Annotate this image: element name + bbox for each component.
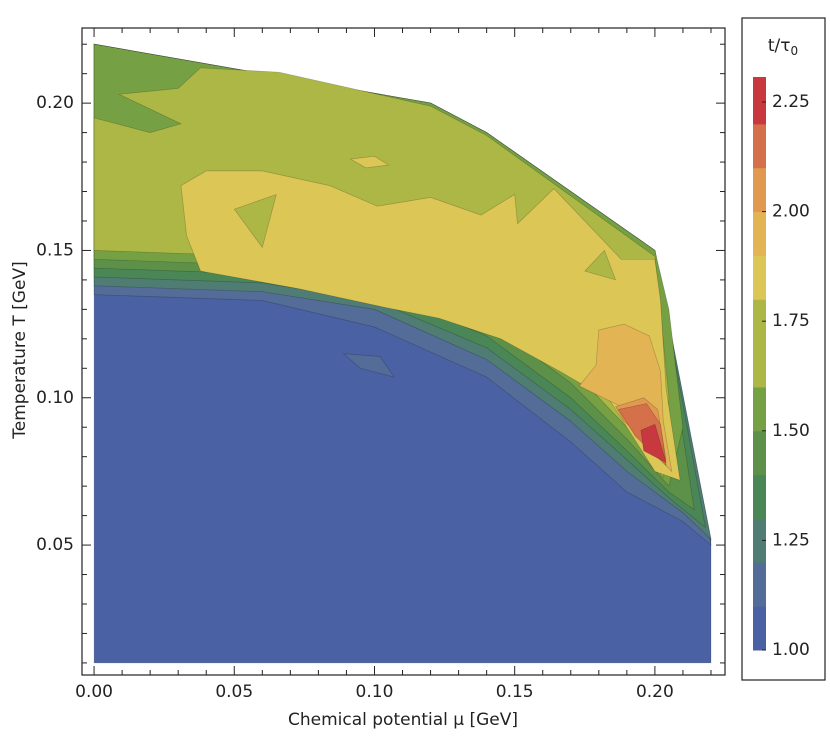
colorbar-segment	[753, 167, 766, 213]
colorbar-segment	[753, 386, 766, 432]
contour-region	[233, 193, 277, 249]
contour-region	[342, 353, 395, 378]
plot-frame	[81, 27, 726, 676]
colorbar-segment	[753, 518, 766, 563]
colorbar-tick-label: 1.50	[772, 421, 810, 441]
y-tick-label: 0.10	[36, 388, 74, 408]
contour-region	[640, 423, 667, 464]
colorbar-label: t/τ0	[768, 36, 798, 58]
x-tick-label: 0.05	[215, 682, 253, 702]
colorbar-tick-label: 2.25	[772, 92, 810, 112]
colorbar-tick-label: 1.75	[772, 311, 810, 331]
colorbar-label-sub: 0	[791, 44, 799, 58]
colorbar-tick-label: 1.00	[772, 640, 810, 660]
y-tick-label: 0.05	[36, 535, 74, 555]
y-tick-label: 0.15	[36, 240, 74, 260]
colorbar-segment	[753, 211, 766, 256]
x-tick-label: 0.10	[356, 682, 394, 702]
colorbar-frame	[741, 17, 826, 681]
y-tick-label: 0.20	[36, 93, 74, 113]
colorbar-tick-label: 2.00	[772, 202, 810, 222]
colorbar-segment	[753, 474, 766, 519]
colorbar-segment	[753, 299, 766, 388]
colorbar-segment	[753, 606, 766, 651]
x-tick-label: 0.20	[636, 682, 674, 702]
contour-region	[584, 249, 617, 281]
x-tick-label: 0.15	[496, 682, 534, 702]
x-axis-label: Chemical potential μ [GeV]	[288, 710, 518, 730]
contour-region	[180, 170, 681, 481]
colorbar-segment	[753, 430, 766, 476]
colorbar-segment	[753, 562, 766, 607]
colorbar-tick-label: 1.25	[772, 530, 810, 550]
colorbar-segment	[753, 123, 766, 169]
x-tick-label: 0.00	[75, 682, 113, 702]
colorbar-segment	[753, 255, 766, 300]
contour-region	[349, 155, 390, 169]
y-axis-label: Temperature T [GeV]	[10, 261, 30, 439]
colorbar-segment	[753, 77, 766, 125]
colorbar-label-main: t/τ	[768, 36, 791, 56]
